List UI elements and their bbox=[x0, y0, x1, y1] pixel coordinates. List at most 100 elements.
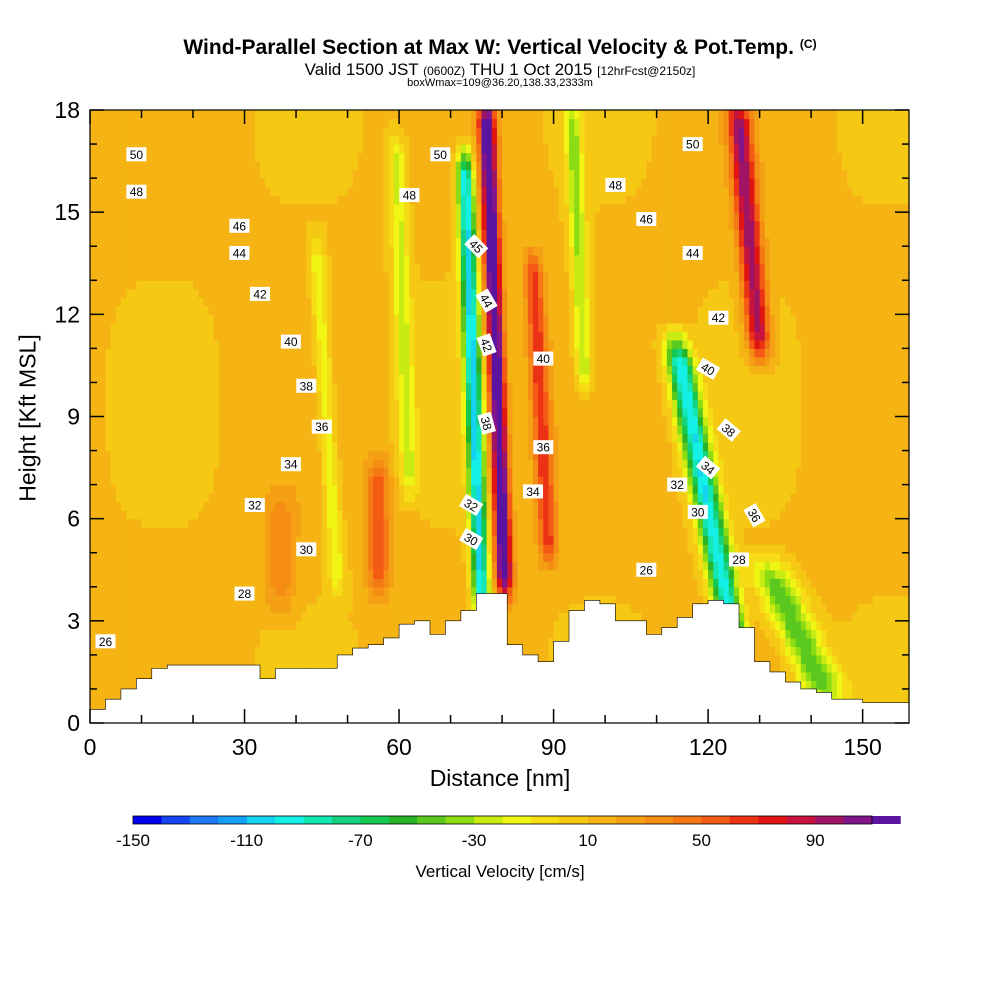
heat-cell bbox=[512, 637, 519, 647]
heat-cell bbox=[872, 501, 879, 511]
heat-cell bbox=[193, 595, 199, 605]
heat-cell bbox=[522, 467, 529, 477]
heat-cell bbox=[285, 637, 292, 647]
heat-cell bbox=[254, 603, 261, 613]
heat-cell bbox=[414, 569, 421, 579]
heat-cell bbox=[187, 459, 194, 469]
heat-cell bbox=[517, 484, 524, 494]
heat-cell bbox=[167, 603, 174, 613]
heat-cell bbox=[862, 654, 869, 664]
heat-cell bbox=[805, 535, 812, 545]
heat-cell bbox=[223, 527, 230, 537]
heat-cell bbox=[414, 501, 421, 511]
heat-cell bbox=[574, 467, 580, 477]
heat-cell bbox=[677, 527, 683, 537]
heat-cell bbox=[460, 459, 467, 469]
heat-cell bbox=[795, 484, 802, 494]
heat-cell bbox=[363, 493, 369, 503]
heat-cell bbox=[893, 620, 900, 630]
heat-cell bbox=[481, 510, 488, 520]
heat-cell bbox=[512, 612, 519, 622]
heat-cell bbox=[852, 518, 859, 528]
heat-cell bbox=[800, 484, 807, 494]
heat-cell bbox=[661, 527, 668, 537]
heat-cell bbox=[368, 586, 374, 596]
heat-cell bbox=[435, 561, 441, 571]
heat-cell bbox=[491, 552, 498, 562]
heat-cell bbox=[136, 544, 143, 554]
heat-cell bbox=[342, 535, 349, 545]
heat-cell bbox=[610, 518, 616, 528]
heat-cell bbox=[208, 603, 215, 613]
heat-cell bbox=[759, 603, 766, 613]
heat-cell bbox=[393, 501, 400, 511]
heat-cell bbox=[538, 569, 544, 579]
heat-cell bbox=[862, 612, 869, 622]
heat-cell bbox=[265, 484, 271, 494]
heat-cell bbox=[878, 476, 884, 486]
heat-cell bbox=[90, 569, 96, 579]
heat-cell bbox=[352, 459, 359, 469]
heat-cell bbox=[836, 595, 843, 605]
heat-cell bbox=[872, 535, 879, 545]
heat-cell bbox=[404, 544, 410, 554]
heat-cell bbox=[259, 518, 266, 528]
heat-cell bbox=[903, 663, 910, 673]
heat-cell bbox=[187, 637, 194, 647]
heat-cell bbox=[775, 586, 781, 596]
heat-cell bbox=[672, 510, 678, 520]
heat-cell bbox=[404, 484, 410, 494]
heat-cell bbox=[553, 595, 560, 605]
heat-cell bbox=[661, 510, 668, 520]
heat-cell bbox=[357, 561, 364, 571]
heat-cell bbox=[883, 467, 889, 477]
heat-cell bbox=[630, 501, 637, 511]
heat-cell bbox=[594, 561, 601, 571]
heat-cell bbox=[254, 654, 261, 664]
heat-cell bbox=[780, 501, 786, 511]
heat-cell bbox=[131, 518, 137, 528]
heat-cell bbox=[615, 586, 622, 596]
heat-cell bbox=[393, 535, 400, 545]
heat-cell bbox=[697, 467, 704, 477]
heat-cell bbox=[842, 518, 848, 528]
heat-cell bbox=[805, 654, 812, 664]
heat-cell bbox=[599, 459, 606, 469]
heat-cell bbox=[754, 459, 761, 469]
heat-cell bbox=[254, 646, 261, 656]
heat-cell bbox=[229, 629, 235, 639]
heat-cell bbox=[429, 476, 436, 486]
heat-cell bbox=[383, 578, 390, 588]
heat-cell bbox=[342, 450, 349, 460]
heat-cell bbox=[126, 578, 132, 588]
heat-cell bbox=[409, 586, 416, 596]
heat-cell bbox=[847, 620, 853, 630]
heat-cell bbox=[419, 561, 426, 571]
heat-cell bbox=[424, 484, 431, 494]
heat-cell bbox=[368, 595, 374, 605]
heat-cell bbox=[584, 518, 591, 528]
heat-cell bbox=[203, 527, 210, 537]
heat-cell bbox=[316, 586, 323, 596]
heat-cell bbox=[414, 493, 421, 503]
heat-cell bbox=[790, 510, 797, 520]
heat-cell bbox=[162, 637, 168, 647]
heat-cell bbox=[702, 578, 709, 588]
heat-cell bbox=[759, 467, 766, 477]
heat-cell bbox=[435, 544, 441, 554]
heat-cell bbox=[883, 569, 889, 579]
heat-cell bbox=[290, 663, 297, 673]
heat-cell bbox=[615, 518, 622, 528]
heat-cell bbox=[878, 552, 884, 562]
heat-cell bbox=[610, 510, 616, 520]
heat-cell bbox=[378, 459, 385, 469]
heat-cell bbox=[259, 510, 266, 520]
heat-cell bbox=[326, 484, 333, 494]
heat-cell bbox=[620, 501, 627, 511]
heat-cell bbox=[898, 535, 905, 545]
heat-cell bbox=[347, 629, 354, 639]
heat-cell bbox=[610, 595, 616, 605]
heat-cell bbox=[182, 459, 189, 469]
heat-cell bbox=[383, 493, 390, 503]
heat-cell bbox=[672, 595, 678, 605]
